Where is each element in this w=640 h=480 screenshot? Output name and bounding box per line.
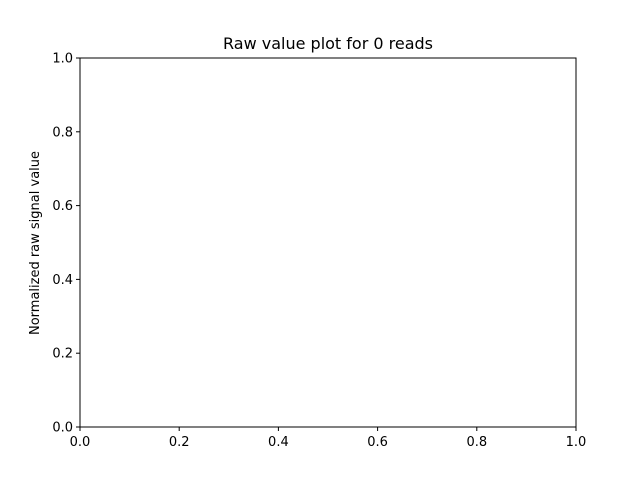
- x-tick-label: 1.0: [566, 435, 587, 450]
- x-tick-label: 0.2: [169, 435, 190, 450]
- y-tick-label: 0.4: [52, 273, 73, 288]
- y-tick-label: 0.2: [52, 347, 73, 362]
- x-tick-label: 0.0: [70, 435, 91, 450]
- y-axis-label: Normalized raw signal value: [28, 151, 43, 335]
- y-tick-label: 0.8: [52, 125, 73, 140]
- x-tick-label: 0.4: [268, 435, 289, 450]
- y-tick-label: 0.0: [52, 421, 73, 436]
- y-tick-label: 1.0: [52, 52, 73, 67]
- plot-area-frame: [79, 57, 577, 428]
- x-tick-label: 0.6: [367, 435, 388, 450]
- x-tick-label: 0.8: [466, 435, 487, 450]
- y-axis-ticks: 0.0 0.2 0.4 0.6 0.8 1.0: [52, 52, 80, 436]
- y-tick-label: 0.6: [52, 199, 73, 214]
- chart-title: Raw value plot for 0 reads: [223, 34, 433, 53]
- x-axis-ticks: 0.0 0.2 0.4 0.6 0.8 1.0: [70, 427, 587, 450]
